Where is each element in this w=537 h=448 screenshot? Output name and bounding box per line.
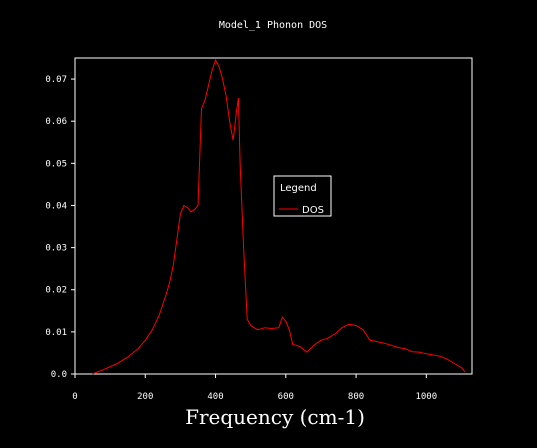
legend: Legend DOS — [273, 175, 332, 217]
legend-box — [273, 175, 332, 217]
x-tick-label: 800 — [348, 392, 364, 402]
y-tick-label: 0.04 — [45, 201, 67, 211]
x-tick-label: 600 — [278, 392, 294, 402]
plot-frame — [74, 57, 473, 375]
x-tick-label: 0 — [72, 392, 77, 402]
x-tick-label: 1000 — [415, 392, 437, 402]
y-tick-label: 0.03 — [45, 244, 67, 254]
x-axis-label: Frequency (cm-1) — [185, 405, 365, 429]
series-line-dos — [92, 58, 466, 375]
y-tick-label: 0.07 — [45, 75, 67, 85]
x-tick-label: 200 — [137, 392, 153, 402]
y-tick-label: 0.02 — [45, 286, 67, 296]
y-tick-label: 0.06 — [45, 117, 67, 127]
legend-title: Legend — [280, 183, 317, 194]
y-axis: 0.0 0.01 0.02 0.03 0.04 0.05 0.06 0.07 — [45, 75, 75, 380]
x-axis: 0 200 400 600 800 1000 — [72, 374, 437, 402]
y-tick-label: 0.05 — [45, 159, 67, 169]
chart-title: Model_1 Phonon DOS — [219, 20, 327, 31]
x-tick-label: 400 — [207, 392, 223, 402]
y-tick-label: 0.01 — [45, 328, 67, 338]
y-tick-label: 0.0 — [51, 370, 67, 380]
legend-label-dos: DOS — [302, 205, 324, 216]
